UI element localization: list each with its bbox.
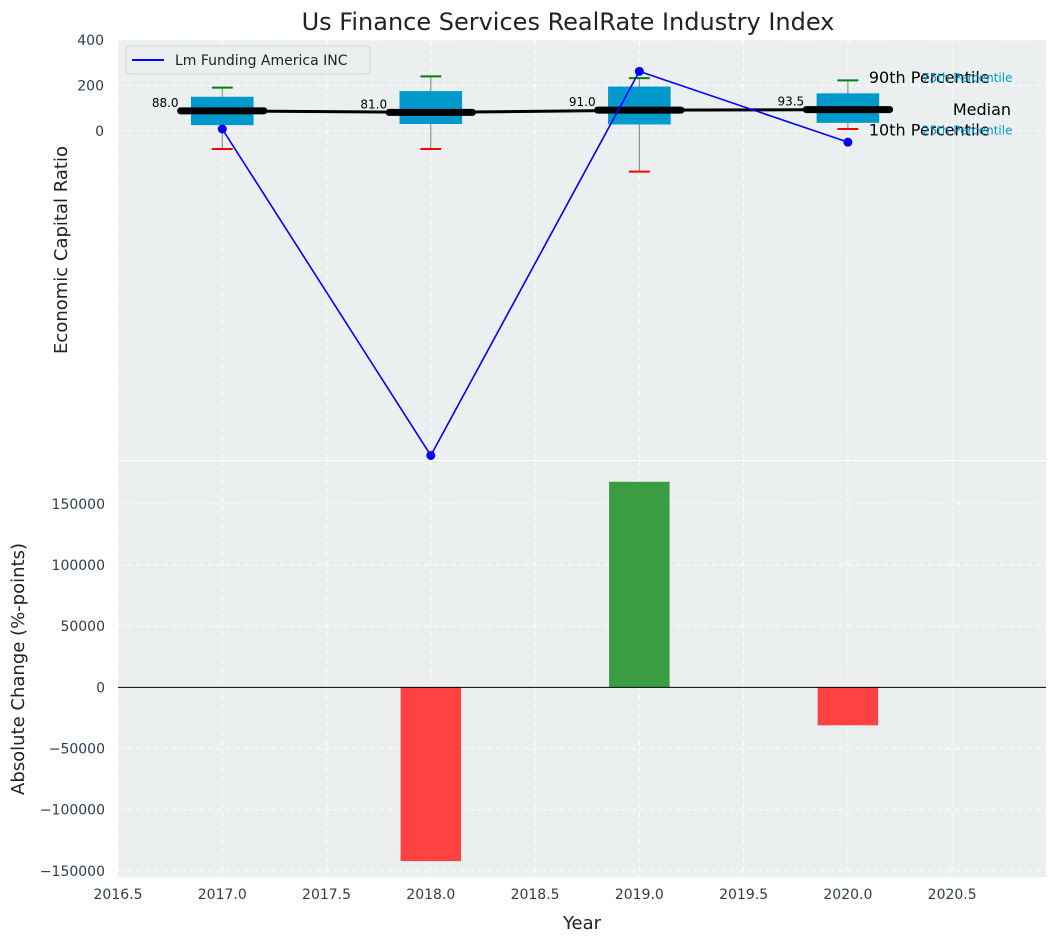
bottom-panel: −150000 −100000 −50000 0 50000 100000 150000 2… [8,461,1046,934]
x-tick-label: 2019.0 [615,887,664,903]
company-point [634,66,644,76]
x-tick-label: 2016.5 [94,887,143,903]
company-point [843,137,853,147]
x-axis-label: Year [562,913,602,934]
iqr-box [608,86,671,125]
median-label: 81.0 [360,97,387,111]
x-tick-label: 2017.0 [198,887,247,903]
company-series [217,66,853,460]
x-ticks: 2016.5 2017.0 2017.5 2018.0 2018.5 2019.0 2019… [94,887,977,903]
p25-annotation: 25th Percentile [922,123,1013,137]
x-tick-label: 2018.0 [406,887,455,903]
change-bar-2020 [817,687,879,726]
x-tick-label: 2018.5 [511,887,560,903]
median-label: 91.0 [569,95,596,109]
top-gridlines [117,39,1046,460]
bottom-y-tick-label: 150000 [52,497,105,513]
p10-annotation: 10th Percentile [869,120,990,139]
median-series [222,108,848,114]
company-point [426,450,436,460]
x-tick-label: 2020.5 [928,887,977,903]
bottom-y-tick-label: 100000 [52,558,105,574]
x-tick-label: 2019.5 [719,887,768,903]
bottom-y-ticks: −150000 −100000 −50000 0 50000 100000 150000 [40,497,105,880]
change-bar-2018 [400,687,462,862]
company-point [217,124,227,134]
iqr-box [399,91,463,124]
x-tick-label: 2017.5 [302,887,351,903]
top-panel: 0 200 400 88.0 81.0 91.0 93.5 90th Percentile… [51,8,1046,460]
p90-annotation: 90th Percentile [869,68,990,87]
top-y-tick-label: 0 [95,124,104,140]
change-bar-2019 [609,481,670,688]
percentile-annotations: 90th Percentile 10th Percentile 75th Perce… [869,68,1013,140]
top-y-tick-label: 400 [77,33,104,49]
legend-entry: Lm Funding America INC [175,53,348,69]
bottom-plot-background [118,461,1046,877]
top-y-tick-label: 200 [77,78,104,94]
bottom-y-tick-label: −150000 [40,864,105,880]
top-y-ticks: 0 200 400 [77,33,104,140]
company-line [221,70,849,458]
chart-title: Us Finance Services RealRate Industry In… [302,8,835,36]
median-line [222,108,848,114]
bottom-y-tick-label: −100000 [40,803,105,819]
median-label: 88.0 [152,96,179,110]
legend: Lm Funding America INC [125,45,371,75]
median-label: 93.5 [777,95,804,109]
bottom-y-tick-label: 0 [96,680,105,696]
bottom-y-tick-label: −50000 [49,742,105,758]
bottom-y-axis-label: Absolute Change (%-points) [8,543,29,795]
legend-frame [125,45,371,75]
top-y-axis-label: Economic Capital Ratio [51,146,72,354]
bottom-gridlines [117,461,1046,877]
x-tick-label: 2020.0 [823,887,872,903]
bar-series [400,481,879,862]
bottom-y-tick-label: 50000 [60,619,105,635]
median-annotation: Median [953,100,1011,119]
p75-annotation: 75th Percentile [922,71,1013,85]
